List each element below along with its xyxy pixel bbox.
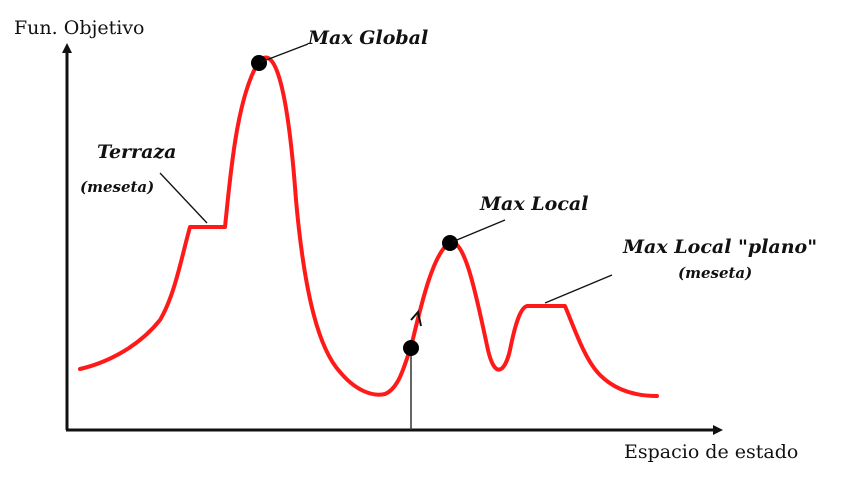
current-state-point: [403, 340, 419, 356]
max-local-plano-sub-label: (meseta): [678, 264, 752, 282]
objective-curve: [78, 55, 659, 398]
terraza-sub-label: (meseta): [80, 178, 154, 196]
max-global-leader: [260, 43, 309, 63]
max-local-plano-label: Max Local "plano": [622, 236, 817, 258]
max-local-label: Max Local: [479, 193, 588, 215]
current-state-arrow: [410, 309, 422, 327]
terraza-label: Terraza: [97, 141, 176, 163]
max-global-label: Max Global: [307, 27, 428, 49]
max-local-leader: [451, 219, 506, 243]
max-local-point: [442, 235, 458, 251]
x-axis-title: Espacio de estado: [624, 441, 798, 463]
y-axis-title: Fun. Objetivo: [14, 17, 145, 39]
max-local-plano-leader: [544, 274, 613, 304]
terraza-leader: [159, 172, 208, 224]
max-global-point: [251, 55, 267, 71]
